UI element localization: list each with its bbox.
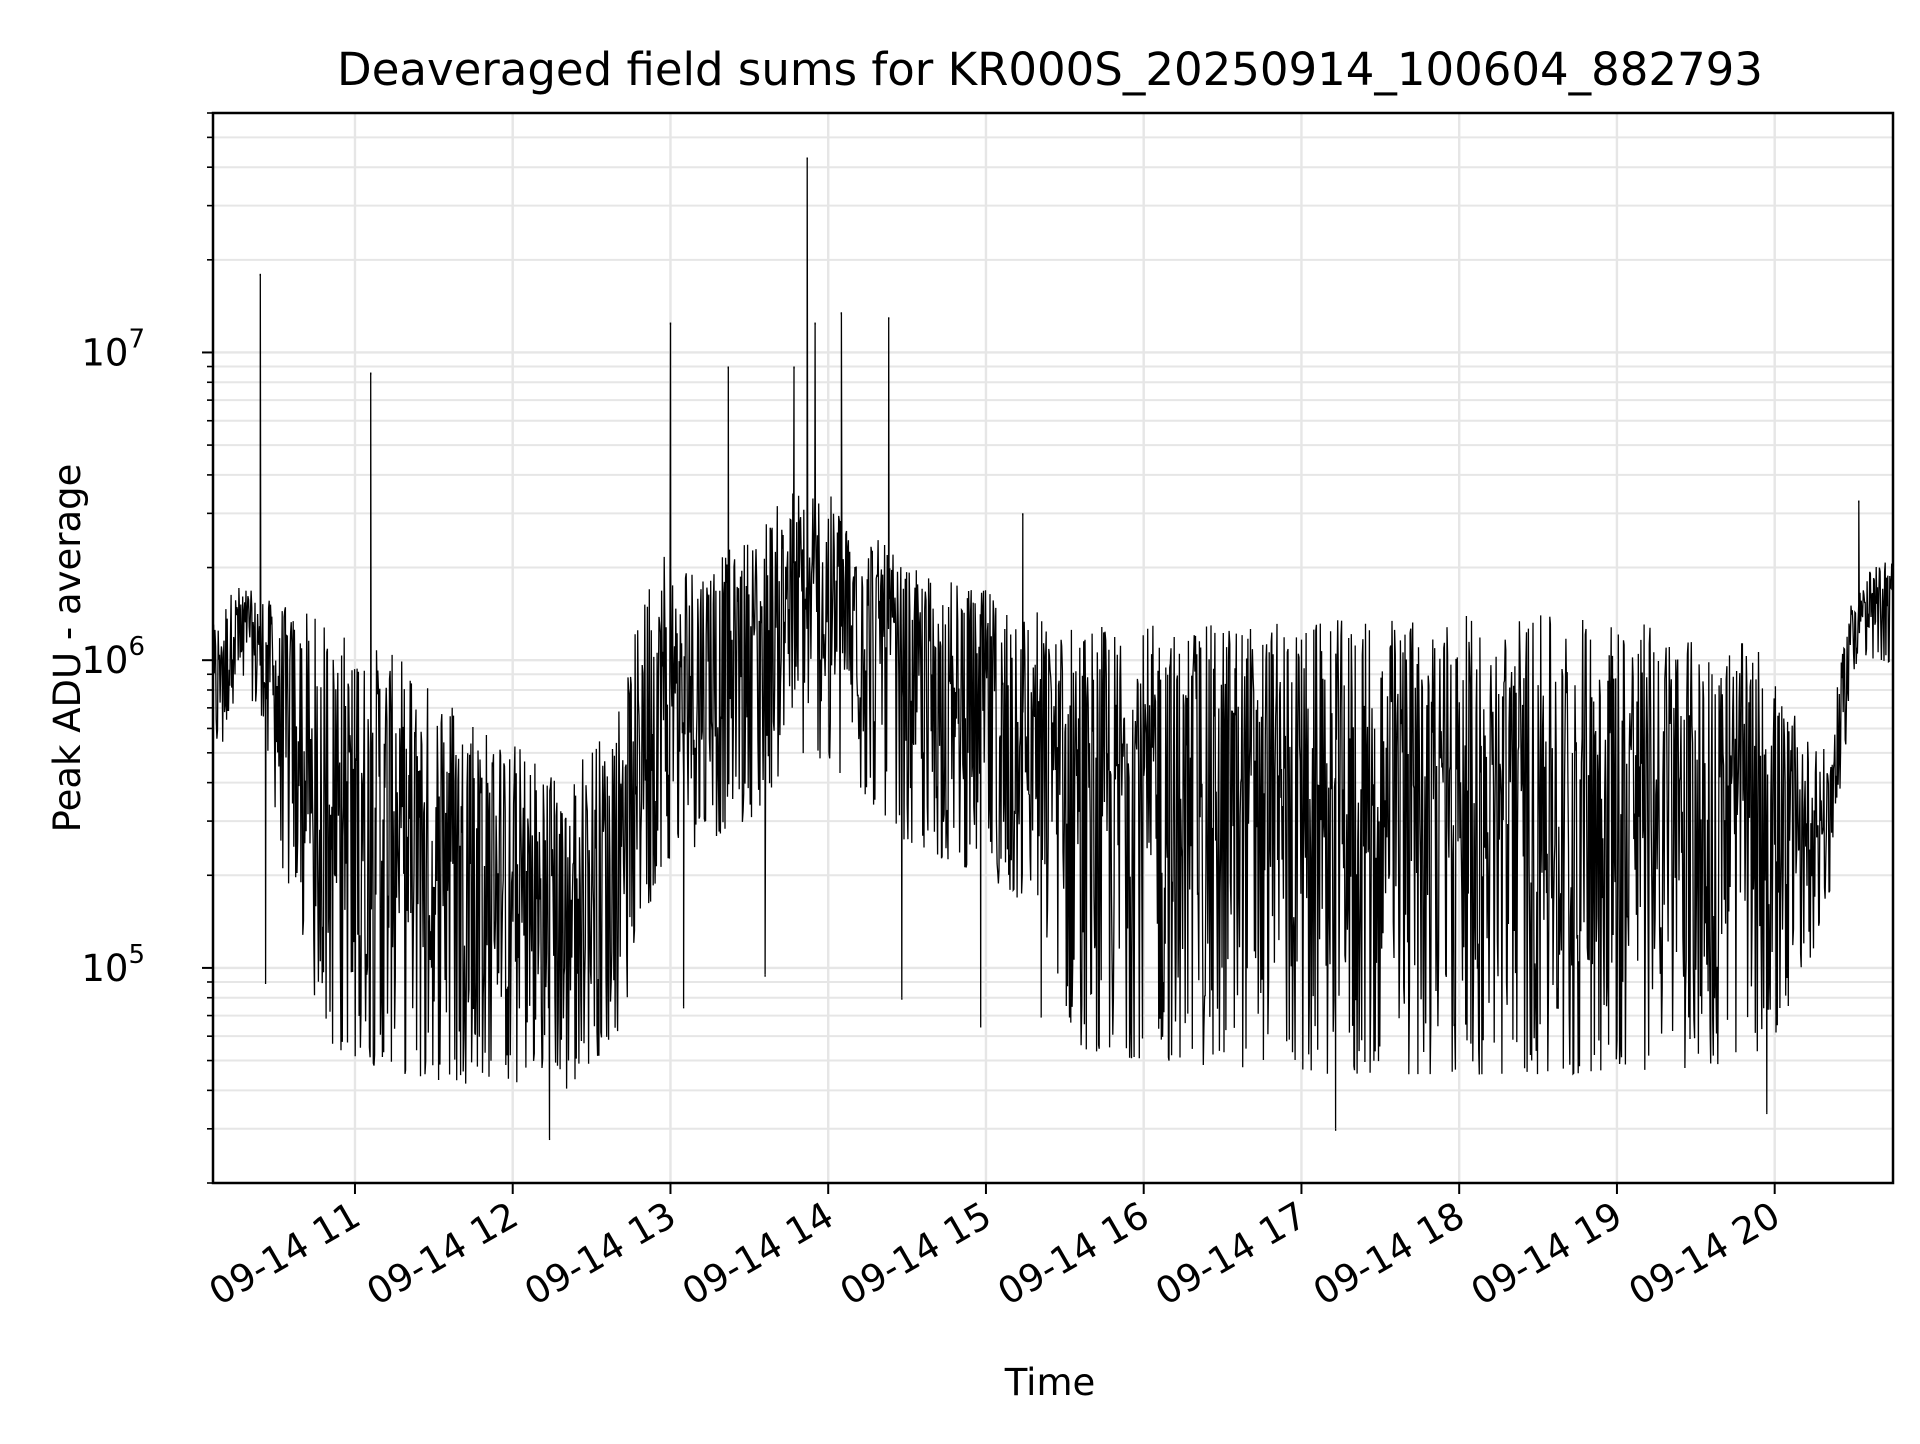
series-peak-adu [213, 157, 1893, 1141]
y-tick-label: 106 [81, 632, 145, 682]
series-line [213, 157, 1893, 1139]
plot-frame [211, 111, 1895, 1185]
plot-area [213, 113, 1893, 1183]
y-tick-label-base: 10 [81, 331, 128, 374]
chart-title: Deaveraged field sums for KR000S_2025091… [337, 43, 1763, 96]
y-tick-label-exponent: 5 [128, 940, 145, 970]
x-axis-label: Time [1004, 1361, 1096, 1404]
y-tick-label: 105 [81, 940, 145, 990]
y-tick-label-base: 10 [81, 639, 128, 682]
y-axis-label: Peak ADU - average [46, 464, 89, 833]
y-tick-label-exponent: 7 [128, 324, 145, 354]
y-tick-label: 107 [81, 324, 145, 374]
y-tick-label-base: 10 [81, 947, 128, 990]
y-tick-label-exponent: 6 [128, 632, 145, 662]
